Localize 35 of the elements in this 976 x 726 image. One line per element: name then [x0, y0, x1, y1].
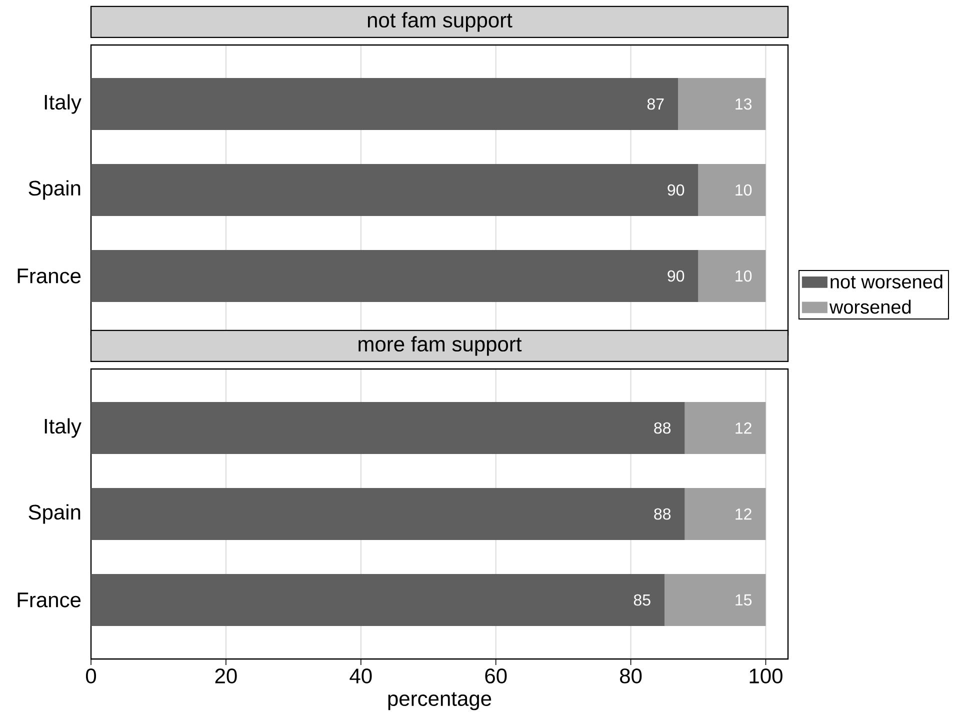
legend-label: not worsened — [830, 274, 942, 288]
x-tick-label: 0 — [86, 668, 96, 684]
data-label: 12 — [736, 422, 752, 434]
y-tick-label: Italy — [44, 94, 82, 114]
data-label: 87 — [647, 98, 664, 110]
chart-title: more fam support — [358, 336, 522, 356]
bar — [91, 574, 665, 626]
data-label: 12 — [736, 508, 752, 520]
data-label: 88 — [654, 422, 671, 434]
y-tick-label: Italy — [44, 418, 82, 438]
x-tick-label: 60 — [485, 668, 507, 684]
bar — [664, 574, 766, 626]
legend-label: worsened — [829, 300, 911, 314]
data-label: 90 — [668, 270, 684, 282]
y-tick-label: Spain — [28, 504, 80, 524]
data-label: 10 — [736, 270, 752, 282]
data-label: 88 — [654, 508, 671, 520]
data-label: 15 — [736, 594, 752, 606]
chart-title: not fam support — [368, 12, 512, 32]
x-tick-label: 20 — [215, 668, 237, 684]
x-tick-label: 80 — [620, 668, 642, 684]
x-tick-label: 40 — [350, 668, 372, 684]
x-tick-label: 100 — [750, 668, 782, 684]
y-tick-label: France — [18, 592, 81, 608]
data-label: 85 — [634, 594, 650, 606]
y-tick-label: Spain — [28, 180, 80, 200]
bar — [684, 488, 766, 540]
y-tick-label: France — [18, 268, 81, 284]
bar — [684, 402, 766, 454]
x-axis-title: percentage — [388, 692, 492, 710]
bar — [91, 488, 685, 540]
data-label: 10 — [736, 184, 752, 196]
bar — [91, 402, 685, 454]
data-label: 13 — [736, 98, 752, 110]
data-label: 90 — [668, 184, 684, 196]
